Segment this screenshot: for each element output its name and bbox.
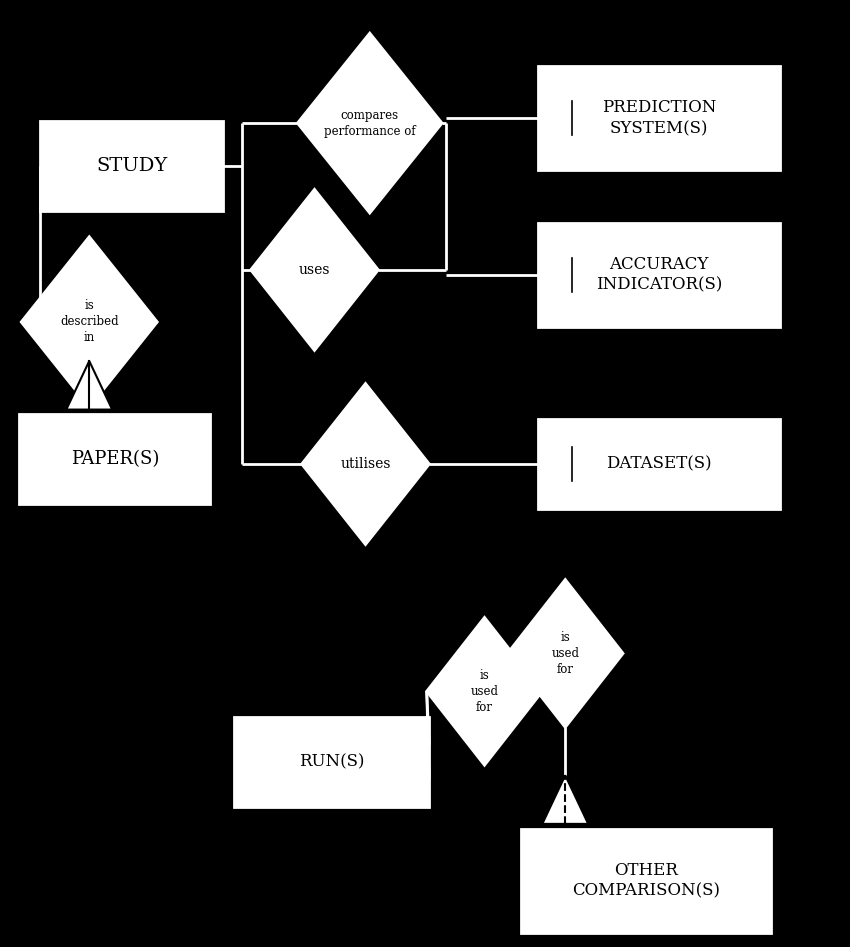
Bar <box>520 829 772 933</box>
Polygon shape <box>302 384 429 545</box>
Polygon shape <box>507 580 623 727</box>
Text: compares
performance of: compares performance of <box>324 109 416 137</box>
Text: DATASET(S): DATASET(S) <box>606 456 711 473</box>
Polygon shape <box>537 101 572 135</box>
Polygon shape <box>251 189 378 350</box>
Text: is
used
for: is used for <box>552 631 579 676</box>
Bar <box>20 415 210 504</box>
Polygon shape <box>542 776 588 824</box>
Bar <box>41 121 224 211</box>
Text: PAPER(S): PAPER(S) <box>71 450 159 469</box>
Text: OTHER
COMPARISON(S): OTHER COMPARISON(S) <box>572 862 720 900</box>
Text: PREDICTION
SYSTEM(S): PREDICTION SYSTEM(S) <box>602 99 716 137</box>
Polygon shape <box>537 258 572 292</box>
Text: is
described
in: is described in <box>60 299 118 345</box>
Text: ACCURACY
INDICATOR(S): ACCURACY INDICATOR(S) <box>596 256 722 294</box>
Text: utilises: utilises <box>340 457 391 471</box>
Polygon shape <box>298 33 442 213</box>
Polygon shape <box>427 617 542 765</box>
Bar <box>537 419 779 509</box>
Bar <box>537 66 779 170</box>
Text: STUDY: STUDY <box>96 156 167 175</box>
Polygon shape <box>537 447 572 481</box>
Text: uses: uses <box>298 263 331 277</box>
Text: RUN(S): RUN(S) <box>298 754 365 771</box>
Bar <box>234 718 429 807</box>
Polygon shape <box>21 237 157 407</box>
Bar <box>537 223 779 327</box>
Text: is
used
for: is used for <box>471 669 498 714</box>
Polygon shape <box>66 361 112 409</box>
Polygon shape <box>395 745 429 779</box>
